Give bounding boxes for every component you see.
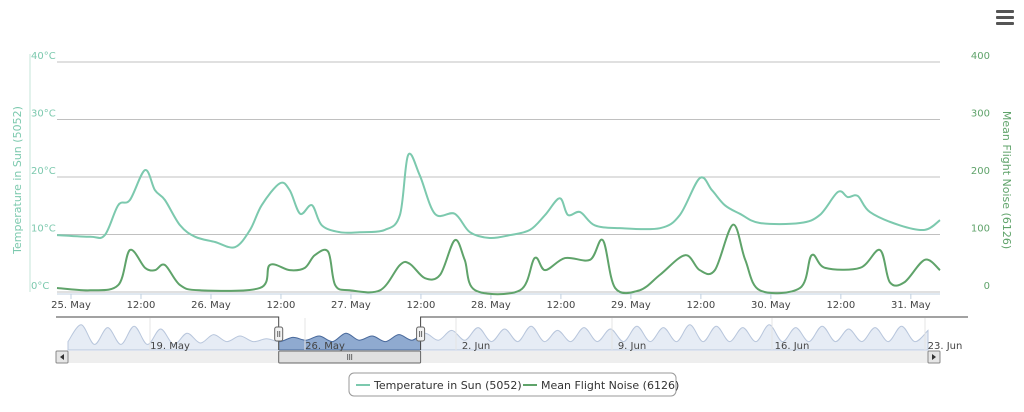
x-tick-label: 27. May bbox=[331, 300, 371, 311]
navigator-handle-left[interactable] bbox=[274, 326, 284, 342]
navigator-date-label: 26. May bbox=[305, 341, 345, 352]
legend-box bbox=[348, 372, 677, 397]
scrollbar-track[interactable] bbox=[56, 351, 940, 363]
x-tick-label: 31. May bbox=[891, 300, 931, 311]
chart-context-menu-button[interactable] bbox=[996, 10, 1014, 26]
x-tick-label: 28. May bbox=[471, 300, 511, 311]
legend-label-noise[interactable]: Mean Flight Noise (6126) bbox=[541, 379, 679, 392]
y-axis-left-title: Temperature in Sun (5052) bbox=[11, 106, 24, 255]
y-left-tick-label: 20°C bbox=[31, 166, 56, 177]
navigator-date-label: 16. Jun bbox=[775, 341, 810, 352]
y-left-tick-label: 40°C bbox=[31, 51, 56, 62]
x-tick-label: 12:00 bbox=[686, 300, 715, 311]
x-tick-label: 25. May bbox=[51, 300, 91, 311]
navigator-selected-area[interactable] bbox=[68, 325, 928, 350]
y-axis-right-title: Mean Flight Noise (6126) bbox=[1000, 111, 1013, 249]
series-line-temperature[interactable] bbox=[56, 152, 941, 249]
scrollbar-thumb[interactable] bbox=[278, 350, 422, 364]
navigator-date-label: 9. Jun bbox=[618, 341, 646, 352]
legend-item-noise[interactable]: Mean Flight Noise (6126) bbox=[523, 379, 679, 392]
navigator-date-label: 19. May bbox=[150, 341, 190, 352]
scrollbar-left-button[interactable] bbox=[55, 350, 69, 364]
y-right-tick-label: 300 bbox=[971, 109, 990, 120]
x-tick-label: 12:00 bbox=[407, 300, 436, 311]
legend-item-temperature[interactable]: Temperature in Sun (5052) bbox=[356, 379, 522, 392]
scrollbar-right-button[interactable] bbox=[927, 350, 941, 364]
y-right-tick-label: 400 bbox=[971, 51, 990, 62]
x-tick-label: 12:00 bbox=[546, 300, 575, 311]
legend: Temperature in Sun (5052) Mean Flight No… bbox=[348, 372, 679, 397]
y-right-tick-label: 200 bbox=[971, 166, 990, 177]
y-left-tick-label: 0°C bbox=[31, 281, 49, 292]
navigator-date-label: 23. Jun bbox=[928, 341, 963, 352]
y-right-tick-label: 100 bbox=[971, 224, 990, 235]
y-left-tick-label: 30°C bbox=[31, 109, 56, 120]
y-right-tick-label: 0 bbox=[984, 281, 990, 292]
x-tick-label: 29. May bbox=[611, 300, 651, 311]
x-tick-label: 12:00 bbox=[127, 300, 156, 311]
navigator-date-label: 2. Jun bbox=[462, 341, 490, 352]
x-tick-label: 26. May bbox=[191, 300, 231, 311]
navigator-handle-right[interactable] bbox=[416, 326, 426, 342]
x-tick-label: 12:00 bbox=[267, 300, 296, 311]
series-line-noise[interactable] bbox=[56, 223, 941, 296]
x-tick-label: 12:00 bbox=[826, 300, 855, 311]
x-tick-label: 30. May bbox=[751, 300, 791, 311]
y-left-tick-label: 10°C bbox=[31, 224, 56, 235]
legend-label-temperature[interactable]: Temperature in Sun (5052) bbox=[373, 379, 522, 392]
